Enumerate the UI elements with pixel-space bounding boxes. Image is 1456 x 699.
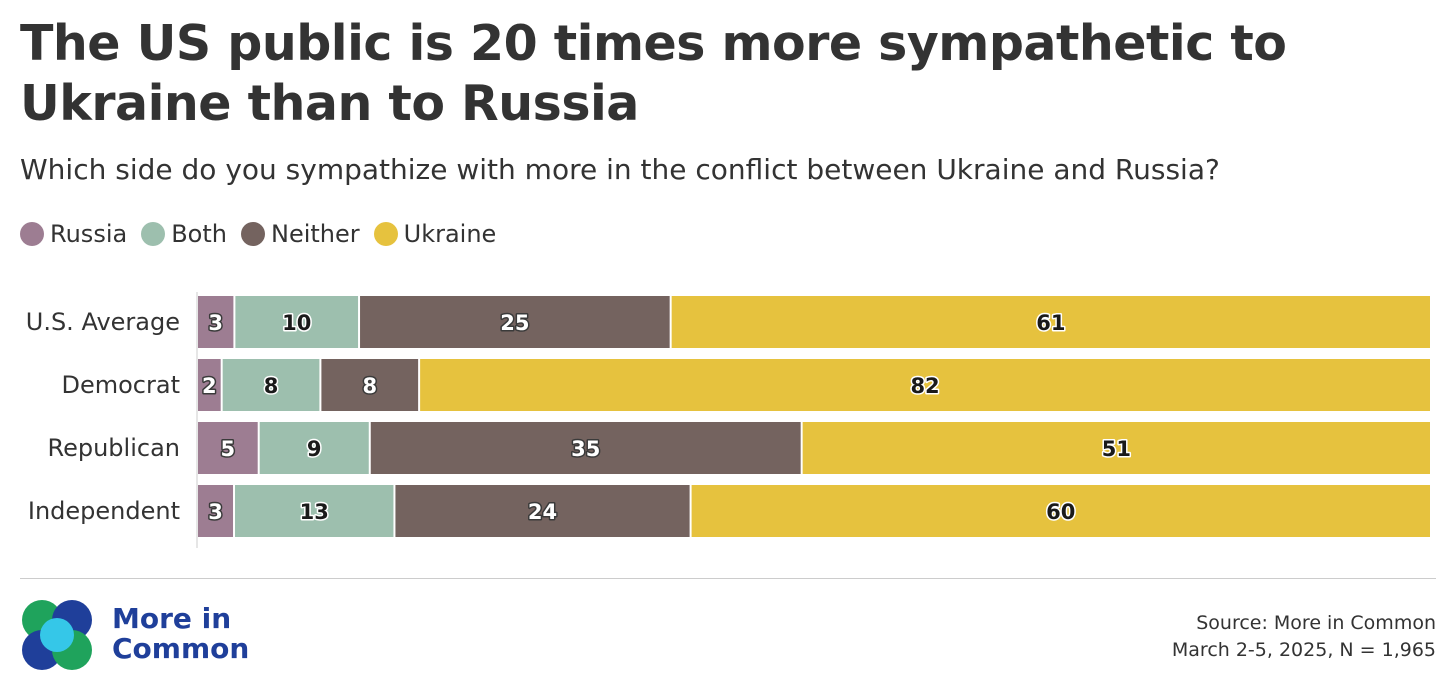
bar-value-label: 9	[307, 437, 322, 461]
bar-value-label: 2	[202, 374, 217, 398]
bar-segment-ukraine	[420, 359, 1430, 411]
bar-value-label: 8	[264, 374, 279, 398]
bar-value-label: 3	[208, 500, 223, 524]
legend-swatch-ukraine	[373, 222, 398, 246]
bar-value-label: 8	[362, 374, 377, 398]
legend-label: Russia	[50, 220, 128, 248]
legend-label: Neither	[270, 220, 360, 248]
footer-divider	[20, 578, 1436, 579]
bar-value-label: 35	[571, 437, 600, 461]
brand-line-2: Common	[112, 632, 250, 665]
legend-swatch-neither	[240, 222, 265, 246]
category-label: Democrat	[62, 371, 181, 399]
bar-segment-ukraine	[691, 485, 1430, 537]
source-line-2: March 2-5, 2025, N = 1,965	[1171, 639, 1436, 661]
bar-segment-neither	[395, 485, 690, 537]
bar-segment-neither	[370, 422, 801, 474]
legend-swatch-both	[141, 222, 166, 246]
bar-segment-both	[235, 296, 359, 348]
bar-segment-both	[222, 359, 320, 411]
bar-segment-neither	[360, 296, 670, 348]
bar-segment-russia	[198, 359, 221, 411]
stacked-bar-chart: U.S. Average 3 10 25 61 Democrat 2 8 8 82 Republic…	[26, 292, 1430, 548]
category-label: Republican	[48, 434, 181, 462]
bar-value-label: 10	[282, 311, 311, 335]
more-in-common-logo-icon	[22, 600, 92, 670]
chart-subtitle: Which side do you sympathize with more i…	[20, 153, 1220, 186]
bar-segment-russia	[198, 485, 234, 537]
bar-value-label: 60	[1046, 500, 1075, 524]
legend-item-neither: Neither	[240, 219, 360, 249]
bar-segment-ukraine	[671, 296, 1430, 348]
bar-segment-both	[259, 422, 369, 474]
brand-line-1: More in	[112, 602, 232, 635]
source-note: Source: More in Common March 2-5, 2025, …	[1172, 610, 1436, 664]
bar-value-label: 5	[221, 437, 236, 461]
legend-label: Both	[171, 220, 227, 248]
legend-swatch-russia	[20, 222, 44, 246]
bar-segment-russia	[198, 422, 258, 474]
category-label: Independent	[28, 497, 180, 525]
legend-label: Ukraine	[403, 220, 497, 248]
bar-segment-neither	[321, 359, 419, 411]
category-label: U.S. Average	[26, 308, 180, 336]
bar-value-label: 3	[208, 311, 223, 335]
bar-value-label: 13	[300, 500, 329, 524]
legend: Russia Both Neither Ukraine	[20, 216, 502, 252]
legend-item-both: Both	[141, 219, 227, 249]
chart-title: The US public is 20 times more sympathet…	[20, 15, 1287, 132]
bar-value-label: 82	[910, 374, 939, 398]
bar-value-label: 24	[528, 500, 557, 524]
bar-segment-both	[235, 485, 394, 537]
bar-value-label: 61	[1036, 311, 1065, 335]
bar-segment-ukraine	[802, 422, 1430, 474]
legend-item-russia: Russia	[20, 219, 127, 249]
brand-name: More in Common	[112, 604, 249, 664]
bar-value-label: 51	[1102, 437, 1131, 461]
bar-value-label: 25	[500, 311, 529, 335]
source-line-1: Source: More in Common	[1196, 612, 1436, 634]
legend-item-ukraine: Ukraine	[373, 219, 497, 249]
bar-segment-russia	[198, 296, 234, 348]
